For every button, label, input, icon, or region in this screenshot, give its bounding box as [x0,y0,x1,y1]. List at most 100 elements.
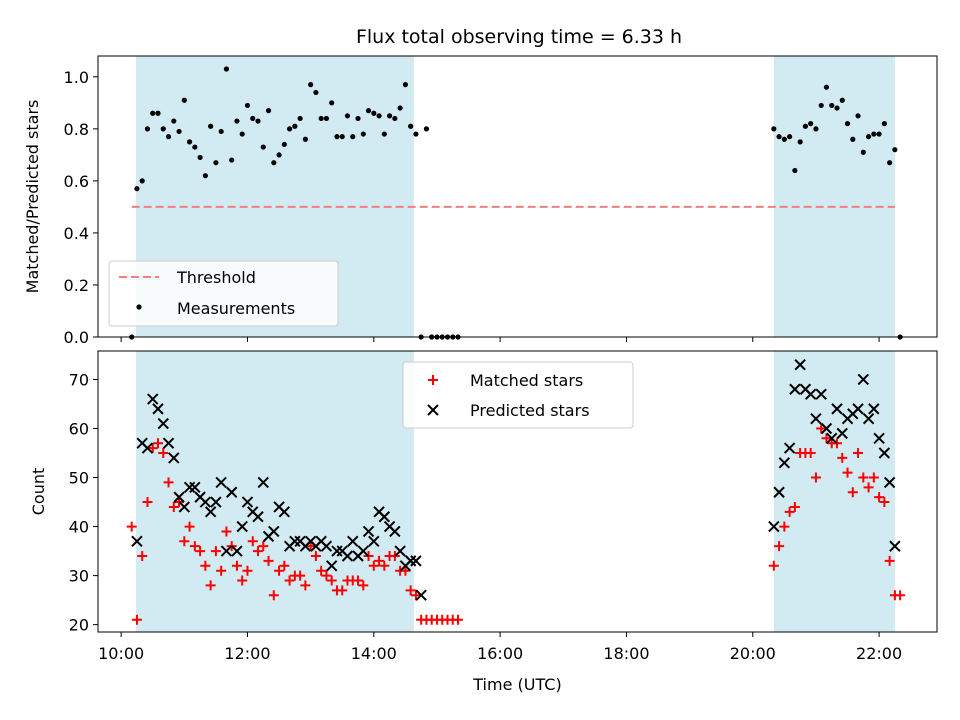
measurement-point [260,144,266,150]
matched-point [189,541,200,552]
predicted-point [826,432,838,444]
matched-point [868,472,879,483]
predicted-point [257,476,269,489]
observing-window [135,351,414,632]
y-tick-label: 0.8 [64,120,89,139]
matched-point [858,472,869,483]
measurement-point [297,115,303,122]
measurement-point [234,118,240,124]
predicted-point [768,520,780,533]
legend-measurement-swatch [136,304,142,310]
predicted-point [236,520,248,533]
legend-predicted-label: Predicted stars [470,401,590,420]
axes-frame [97,350,938,633]
matched-point [263,555,274,566]
matched-point [284,575,295,586]
y-tick-label: 60 [69,419,89,438]
measurement-point [318,115,324,122]
predicted-point [410,555,422,567]
measurement-point [302,136,308,142]
matched-point [368,560,379,571]
predicted-point [783,442,796,454]
legend-box [108,260,339,327]
measurement-point [371,110,377,116]
matched-point [147,443,158,454]
predicted-point [231,545,243,557]
matched-point [179,536,190,547]
matched-point [195,546,206,557]
matched-point [126,521,137,532]
measurement-point [334,134,340,140]
predicted-point [168,452,180,464]
y-tick-label: 30 [69,567,89,586]
measurement-point [344,113,351,119]
matched-point [221,526,232,537]
measurement-point [218,128,224,135]
matched-point [779,521,790,532]
predicted-point [325,560,338,572]
predicted-point [868,403,880,415]
measurement-point [408,123,414,129]
measurement-point [381,131,387,137]
measurement-point [397,105,403,111]
measurement-point [829,102,835,109]
predicted-point [878,447,891,459]
measurement-point [787,134,793,140]
predicted-point [173,491,185,503]
measurement-point [160,126,166,132]
predicted-point [157,417,169,430]
matched-point [831,438,842,449]
y-tick-label: 1.0 [64,68,89,87]
measurement-point [144,126,151,132]
matched-point [310,550,321,561]
predicted-point [804,388,817,400]
matched-point [142,497,153,508]
matched-point [353,575,364,586]
measurement-point [392,115,398,122]
y-tick-label: 40 [69,518,89,537]
measurement-point [239,131,245,137]
predicted-point [773,486,785,498]
x-tick-label: 18:00 [603,644,649,663]
predicted-point [152,403,164,415]
y-axis-label: Count [29,468,48,516]
matched-point [279,560,290,571]
measurement-point [276,152,282,158]
measurement-point [865,134,872,140]
matched-point [305,541,316,552]
matched-point [300,580,311,591]
matched-point [295,570,306,581]
matched-point [879,497,890,508]
x-tick-label: 12:00 [224,644,270,663]
predicted-point [320,540,333,552]
matched-point [274,565,285,576]
measurement-point [150,110,156,116]
measurement-point [802,123,809,129]
predicted-point [252,511,264,523]
predicted-point [889,540,901,552]
measurement-point [308,82,314,88]
measurement-point [818,102,824,109]
matched-point [768,560,779,571]
measurement-point [797,139,803,145]
predicted-point [378,511,391,523]
measurement-point [244,102,251,109]
legend-measurement-label: Measurements [177,299,295,318]
measurement-point [892,147,898,153]
matched-point [168,501,179,512]
measurement-point [355,115,361,122]
predicted-point [225,486,238,498]
matched-point [389,550,400,561]
measurement-point [781,136,787,142]
matched-point [131,614,142,625]
matched-point [453,614,464,625]
predicted-point [394,545,406,557]
measurement-point [271,160,277,166]
matched-point [884,555,895,566]
measurement-point [339,134,345,140]
predicted-point [162,437,175,449]
predicted-point [131,535,143,547]
predicted-point [831,403,843,415]
x-tick-label: 22:00 [856,644,902,663]
